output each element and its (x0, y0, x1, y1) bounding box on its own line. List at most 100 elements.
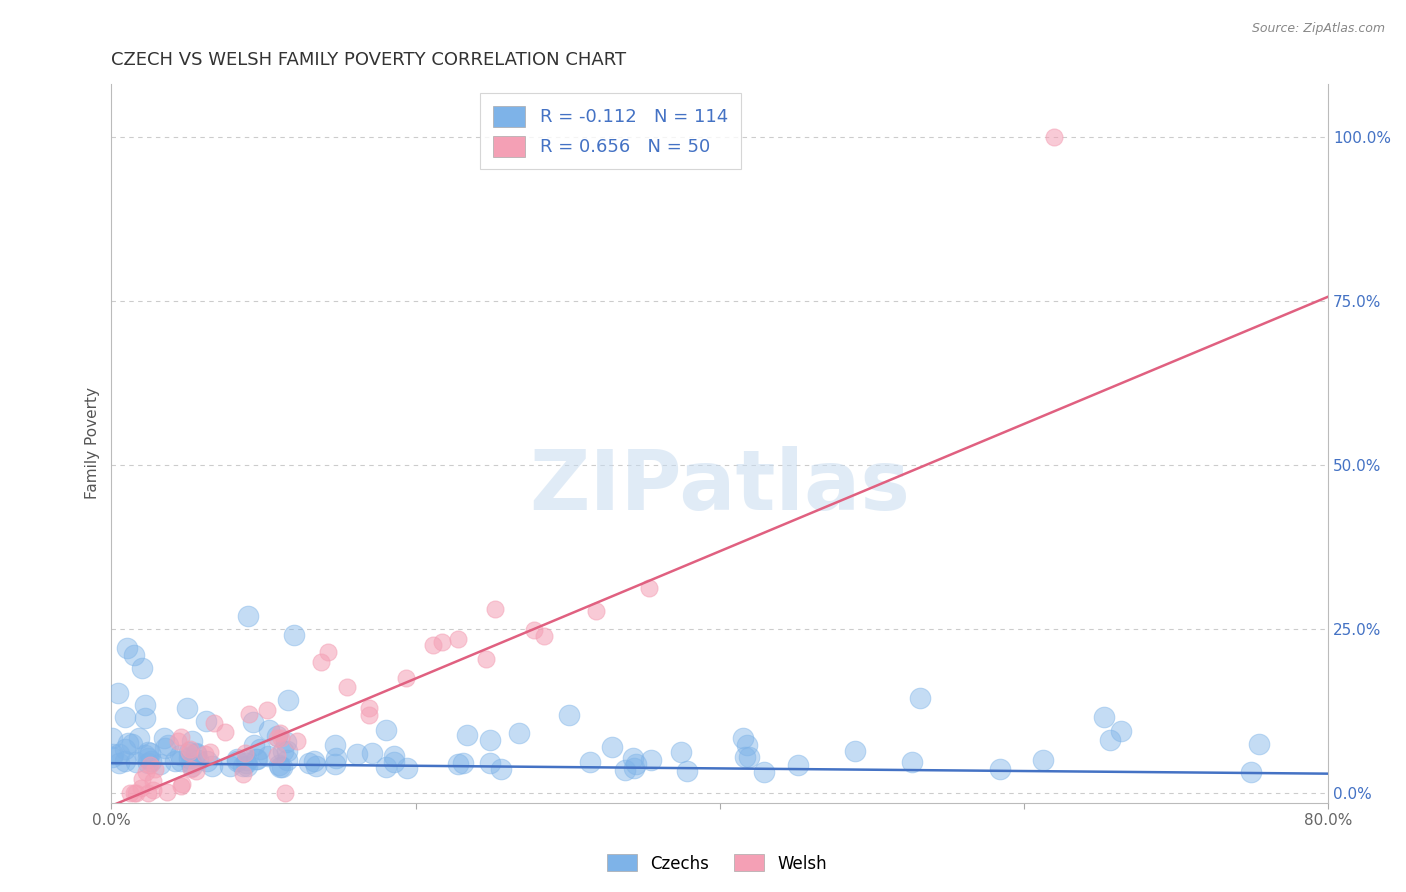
Point (302, 754, 325, 768)
Point (238, 706, 260, 721)
Point (176, 700, 198, 714)
Point (637, 581, 659, 595)
Point (671, 746, 693, 760)
Point (114, 754, 136, 768)
Point (242, 715, 264, 730)
Point (276, 744, 298, 758)
Point (316, 645, 339, 659)
Point (235, 759, 257, 773)
Point (298, 756, 321, 770)
Point (360, 746, 382, 760)
Point (246, 752, 269, 766)
Point (195, 714, 218, 728)
Point (844, 744, 866, 758)
Point (456, 728, 478, 742)
Point (395, 671, 418, 685)
Point (336, 680, 359, 694)
Point (118, 786, 141, 800)
Point (395, 761, 418, 775)
Point (733, 731, 755, 745)
Point (640, 753, 662, 767)
Point (257, 723, 280, 737)
Point (988, 762, 1011, 776)
Point (274, 734, 297, 748)
Point (155, 741, 177, 756)
Point (122, 786, 145, 800)
Point (309, 655, 332, 669)
Point (180, 762, 202, 776)
Point (579, 756, 602, 770)
Point (179, 751, 201, 765)
Point (214, 725, 236, 739)
Point (235, 756, 257, 770)
Point (242, 738, 264, 752)
Point (125, 756, 148, 770)
Point (139, 755, 162, 769)
Point (145, 762, 167, 776)
Point (226, 752, 249, 766)
Point (478, 733, 501, 747)
Point (136, 745, 159, 759)
Point (382, 748, 405, 763)
Point (135, 764, 157, 779)
Point (277, 693, 299, 707)
Point (103, 747, 125, 761)
Point (195, 754, 218, 768)
Point (194, 747, 217, 761)
Point (233, 746, 256, 760)
Point (375, 759, 398, 773)
Point (236, 753, 259, 767)
Point (202, 716, 225, 731)
Point (675, 764, 697, 778)
Point (232, 758, 254, 772)
Point (901, 755, 924, 769)
Point (117, 736, 139, 750)
Point (305, 759, 328, 773)
Point (122, 648, 145, 662)
Point (269, 760, 291, 774)
Point (273, 744, 295, 758)
Point (1239, 765, 1261, 780)
Point (153, 731, 176, 745)
Point (274, 786, 297, 800)
Point (179, 742, 201, 756)
Point (267, 758, 290, 772)
Point (142, 782, 165, 797)
Point (489, 762, 512, 776)
Point (283, 628, 305, 642)
Point (128, 731, 150, 745)
Point (1247, 737, 1270, 751)
Point (139, 746, 162, 760)
Point (179, 745, 201, 759)
Y-axis label: Family Poverty: Family Poverty (86, 387, 100, 500)
Point (266, 748, 288, 763)
Point (170, 777, 193, 791)
Point (621, 751, 644, 765)
Point (136, 786, 159, 800)
Point (270, 731, 292, 745)
Point (447, 632, 470, 646)
Point (752, 764, 775, 779)
Point (479, 756, 502, 770)
Point (136, 750, 159, 764)
Point (1032, 753, 1054, 767)
Point (276, 753, 298, 767)
Point (134, 698, 156, 713)
Point (908, 690, 931, 705)
Text: Source: ZipAtlas.com: Source: ZipAtlas.com (1251, 22, 1385, 36)
Point (323, 757, 346, 772)
Point (585, 604, 607, 618)
Legend: R = -0.112   N = 114, R = 0.656   N = 50: R = -0.112 N = 114, R = 0.656 N = 50 (479, 93, 741, 169)
Point (475, 652, 498, 666)
Point (558, 707, 581, 722)
Point (101, 731, 124, 745)
Point (186, 747, 208, 761)
Point (125, 786, 148, 800)
Point (187, 753, 209, 767)
Point (138, 756, 160, 771)
Point (422, 638, 444, 652)
Point (170, 754, 193, 768)
Point (201, 758, 224, 772)
Point (101, 750, 124, 764)
Point (737, 738, 759, 752)
